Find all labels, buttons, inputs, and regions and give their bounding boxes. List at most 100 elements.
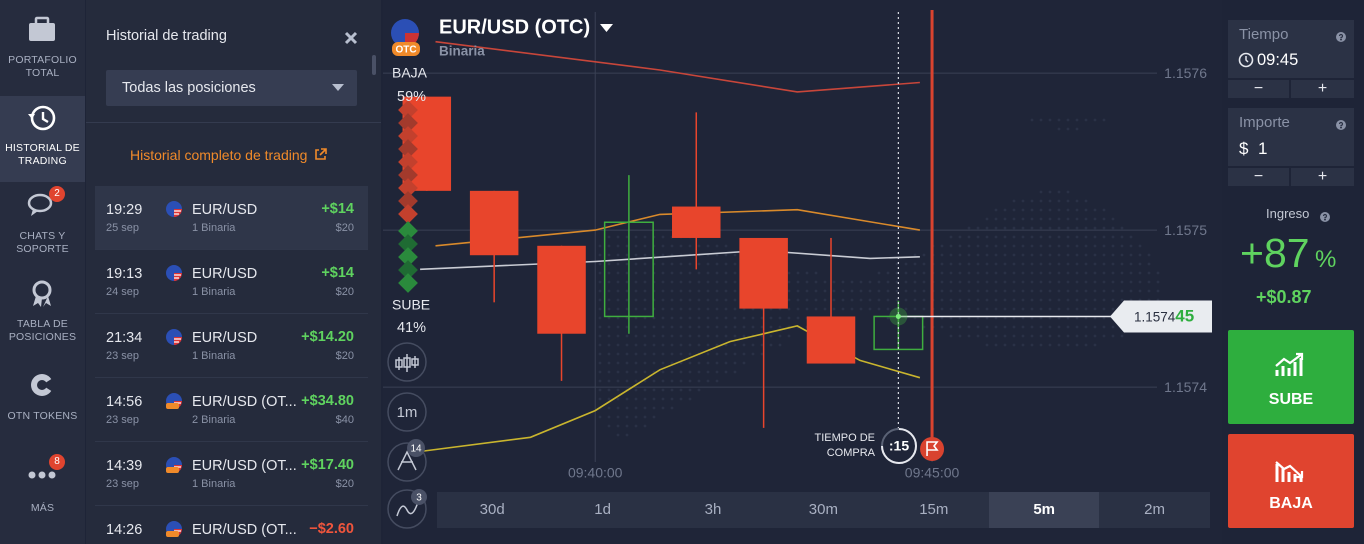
timeframe-button[interactable]: 30d	[479, 501, 505, 518]
nav-item[interactable]: OTN TOKENS	[0, 364, 85, 450]
map-dot	[958, 298, 962, 302]
map-dot	[688, 361, 692, 365]
history-row[interactable]: 19:13 24 sep EUR/USD 1 Binaria +$14 $20	[95, 250, 368, 314]
map-dot	[985, 235, 989, 239]
map-dot	[634, 370, 638, 374]
map-dot	[598, 262, 602, 266]
map-dot	[1066, 280, 1070, 284]
timeframe-button[interactable]: 5m	[989, 492, 1100, 528]
map-dot	[1057, 334, 1061, 338]
map-dot	[805, 307, 809, 311]
up-button[interactable]: SUBE	[1228, 330, 1354, 424]
timeframe-button[interactable]: 3h	[704, 501, 722, 518]
map-dot	[1057, 217, 1061, 221]
map-dot	[1066, 199, 1070, 203]
time-input[interactable]: Tiempo 09:45	[1228, 20, 1354, 78]
map-dot	[958, 334, 962, 338]
map-dot	[1003, 226, 1007, 230]
map-dot	[598, 307, 602, 311]
map-dot	[859, 280, 863, 284]
map-dot	[850, 307, 854, 311]
history-row[interactable]: 14:26 EUR/USD (OT... −$2.60	[95, 506, 368, 544]
map-dot	[1075, 298, 1079, 302]
map-dot	[796, 280, 800, 284]
map-dot	[742, 352, 746, 356]
row-profit: +$34.80	[301, 393, 354, 409]
map-dot	[958, 280, 962, 284]
sentiment-up	[398, 221, 418, 241]
map-dot	[994, 244, 998, 248]
y-tick-label: 1.1574	[1164, 379, 1207, 395]
map-dot	[1057, 253, 1061, 257]
decrease-button[interactable]: −	[1228, 168, 1289, 186]
nav-item[interactable]: MÁS 8	[0, 452, 85, 538]
map-dot	[1048, 199, 1052, 203]
map-dot	[697, 361, 701, 365]
map-dot	[967, 262, 971, 266]
history-link[interactable]: Historial completo de trading	[130, 147, 328, 163]
nav-item[interactable]: PORTAFOLIO TOTAL	[0, 8, 85, 94]
map-dot	[1111, 289, 1115, 293]
map-dot	[625, 406, 629, 410]
filter-select[interactable]: Todas las posiciones	[106, 70, 357, 106]
map-dot	[1111, 253, 1115, 257]
payout-label: Ingreso	[1266, 206, 1310, 221]
history-row[interactable]: 14:56 23 sep EUR/USD (OT... 2 Binaria +$34.8…	[95, 378, 368, 442]
map-dot	[1039, 244, 1043, 248]
map-dot	[1129, 235, 1133, 239]
map-dot	[697, 262, 701, 266]
increase-button[interactable]: +	[1291, 80, 1354, 98]
map-dot	[643, 415, 647, 419]
map-dot	[706, 370, 710, 374]
map-dot	[1093, 118, 1097, 122]
nav-icon-graphic	[29, 16, 55, 41]
map-dot	[625, 334, 629, 338]
history-row[interactable]: 14:39 23 sep EUR/USD (OT... 1 Binaria +$17.4…	[95, 442, 368, 506]
timeframe-button[interactable]: 2m	[1144, 501, 1165, 518]
map-dot	[607, 298, 611, 302]
map-dot	[1075, 280, 1079, 284]
map-dot	[958, 244, 962, 248]
map-dot	[796, 271, 800, 275]
map-dot	[616, 253, 620, 257]
down-button[interactable]: BAJA	[1228, 434, 1354, 528]
map-dot	[634, 379, 638, 383]
close-button[interactable]	[344, 31, 358, 45]
map-dot	[1039, 334, 1043, 338]
decrease-button[interactable]: −	[1228, 80, 1289, 98]
map-dot	[652, 379, 656, 383]
map-dot	[670, 325, 674, 329]
nav-item[interactable]: HISTORIAL DE TRADING	[0, 96, 85, 182]
map-dot	[1120, 244, 1124, 248]
map-dot	[715, 253, 719, 257]
map-dot	[859, 307, 863, 311]
sentiment-up	[398, 234, 418, 254]
map-dot	[1093, 280, 1097, 284]
increase-button[interactable]: +	[1291, 168, 1354, 186]
timeframe-button[interactable]: 15m	[919, 501, 949, 518]
history-row[interactable]: 19:29 25 sep EUR/USD 1 Binaria +$14 $20	[95, 186, 368, 250]
map-dot	[985, 262, 989, 266]
row-date: 23 sep	[106, 478, 140, 490]
map-dot	[733, 280, 737, 284]
map-dot	[1066, 334, 1070, 338]
map-dot	[643, 271, 647, 275]
map-dot	[634, 406, 638, 410]
map-dot	[949, 307, 953, 311]
timeframe-button[interactable]: 1d	[594, 501, 611, 518]
map-dot	[679, 316, 683, 320]
timeframe-button[interactable]: 30m	[808, 501, 838, 518]
map-dot	[616, 262, 620, 266]
nav-item[interactable]: CHATS Y SOPORTE 2	[0, 184, 85, 270]
nav-item[interactable]: TABLA DE POSICIONES	[0, 272, 85, 358]
map-dot	[1084, 325, 1088, 329]
amount-input[interactable]: Importe $1	[1228, 108, 1354, 166]
map-dot	[1111, 280, 1115, 284]
map-dot	[1021, 343, 1025, 347]
sidebar: PORTAFOLIO TOTAL HISTORIAL DE TRADING CHAT…	[0, 0, 85, 544]
map-dot	[985, 280, 989, 284]
history-row[interactable]: 21:34 23 sep EUR/USD 1 Binaria +$14.20 $20	[95, 314, 368, 378]
chart-background	[383, 0, 1222, 544]
map-dot	[715, 316, 719, 320]
map-dot	[607, 271, 611, 275]
